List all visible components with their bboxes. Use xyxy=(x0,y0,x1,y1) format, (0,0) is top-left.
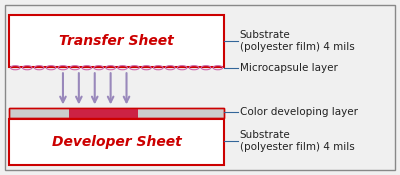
Text: Substrate
(polyester film) 4 mils: Substrate (polyester film) 4 mils xyxy=(240,30,354,52)
Text: Microcapsule layer: Microcapsule layer xyxy=(240,63,338,73)
Bar xyxy=(9,108,224,118)
Text: Transfer Sheet: Transfer Sheet xyxy=(59,34,174,48)
Text: Color developing layer: Color developing layer xyxy=(240,107,358,117)
FancyBboxPatch shape xyxy=(9,118,224,165)
Bar xyxy=(9,108,224,118)
Text: Developer Sheet: Developer Sheet xyxy=(52,135,182,149)
Bar xyxy=(69,108,138,118)
FancyBboxPatch shape xyxy=(9,15,224,67)
Text: Substrate
(polyester film) 4 mils: Substrate (polyester film) 4 mils xyxy=(240,130,354,152)
